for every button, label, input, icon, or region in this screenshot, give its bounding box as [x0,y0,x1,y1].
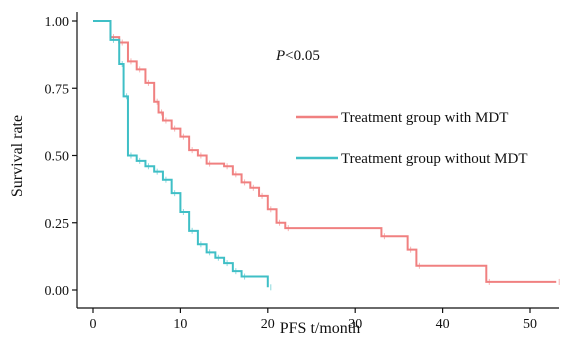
legend: Treatment group with MDT Treatment group… [296,110,528,167]
p-value-symbol: P [275,48,285,64]
p-value-annotation: P<0.05 [275,48,320,64]
y-tick-label: 0.25 [45,217,70,232]
x-tick-label: 0 [90,317,97,332]
series-line-without-mdt [93,20,269,288]
y-tick-label: 0.50 [45,150,70,165]
x-axis-title: PFS t/month [280,320,360,337]
axes-layer [76,12,559,309]
x-tick-label: 30 [348,317,362,332]
y-tick-label: 1.00 [45,15,70,30]
legend-label-without-mdt: Treatment group without MDT [341,151,528,167]
x-tick-label: 10 [173,317,187,332]
p-value-threshold: <0.05 [285,48,320,64]
y-tick-label: 0.75 [45,82,70,97]
x-tick-label: 20 [261,317,275,332]
y-axis-title: Survival rate [9,115,26,197]
series-layer [93,20,560,291]
y-tick-label: 0.00 [45,284,70,299]
x-tick-label: 40 [436,317,450,332]
x-tick-label: 50 [523,317,537,332]
ticks-layer: 0 10 20 30 40 50 0.00 0.25 0.50 0.75 1.00 [45,15,538,332]
series-line-with-mdt [93,20,557,283]
legend-label-with-mdt: Treatment group with MDT [341,110,508,126]
